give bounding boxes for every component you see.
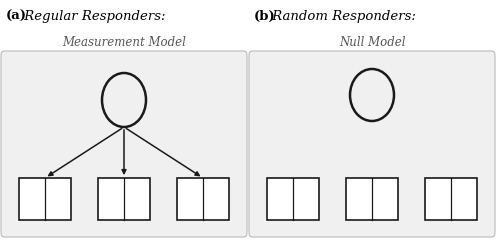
Text: Measurement Model: Measurement Model [62, 36, 186, 49]
Text: Regular Responders:: Regular Responders: [20, 10, 166, 23]
Text: (a): (a) [6, 10, 27, 23]
Bar [177, 178, 229, 220]
Bar [425, 178, 477, 220]
Text: (b): (b) [254, 10, 276, 23]
Bar [346, 178, 398, 220]
Bar [19, 178, 71, 220]
Text: Random Responders:: Random Responders: [268, 10, 416, 23]
FancyBboxPatch shape [1, 51, 247, 237]
FancyBboxPatch shape [249, 51, 495, 237]
Text: Null Model: Null Model [339, 36, 405, 49]
Bar [98, 178, 150, 220]
Bar [267, 178, 319, 220]
